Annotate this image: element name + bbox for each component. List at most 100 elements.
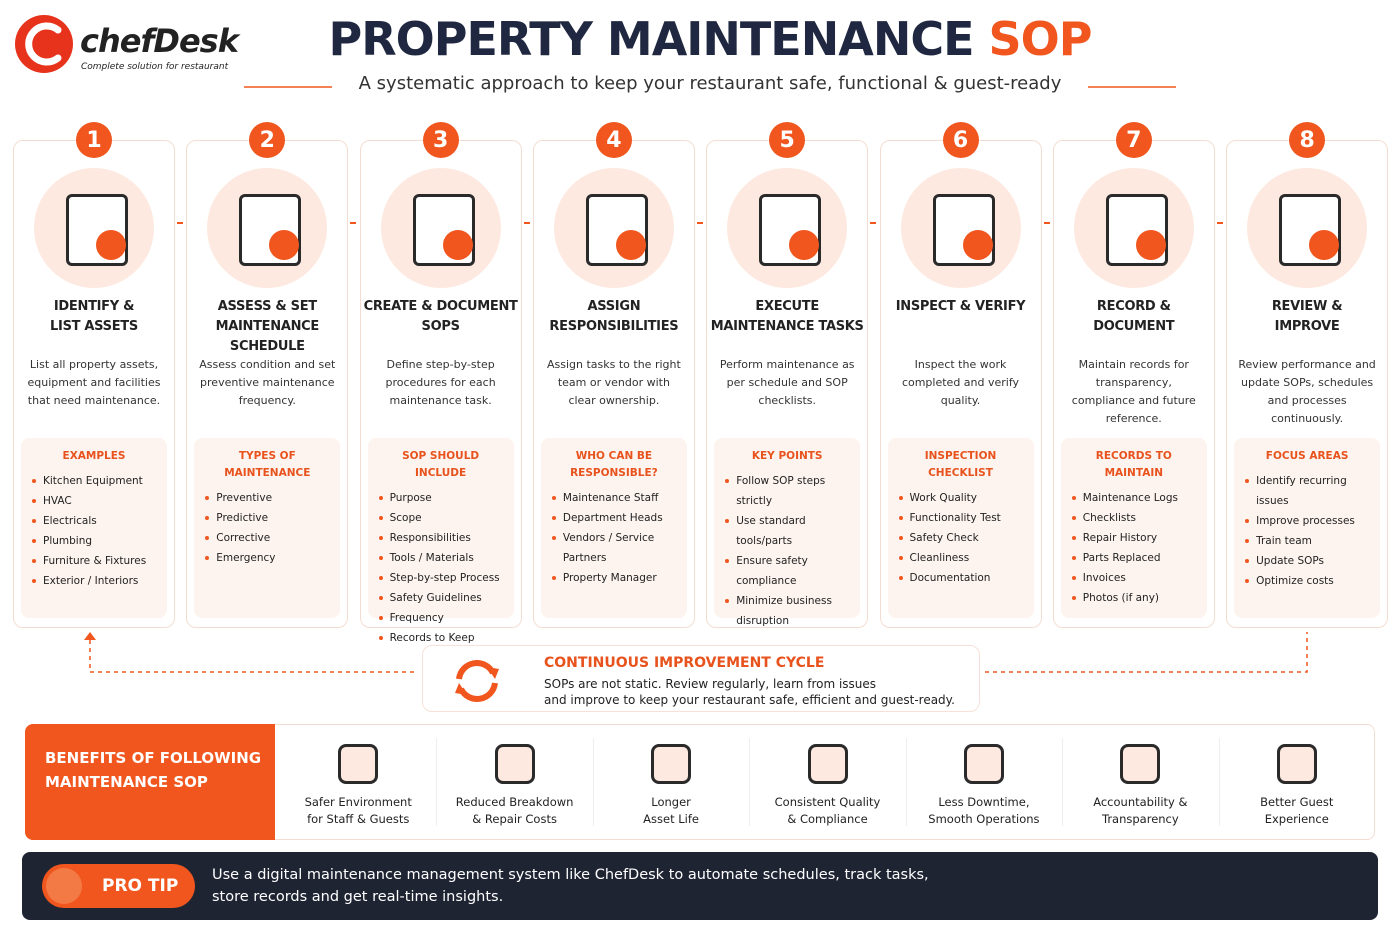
benefit-icon: [1276, 744, 1317, 784]
icon-accent: [1135, 230, 1166, 260]
box-item: Purpose: [378, 488, 504, 508]
step-title-line: IMPROVE: [1274, 319, 1340, 334]
box-item: Parts Replaced: [1071, 548, 1197, 568]
box-item: Checklists: [1071, 508, 1197, 528]
step-number: 5: [769, 122, 806, 158]
step-icon: [900, 168, 1021, 288]
step-title-line: MAINTENANCE SCHEDULE: [215, 319, 320, 354]
box-item: Furniture & Fixtures: [31, 551, 157, 571]
brand: chefDesk: [80, 22, 239, 60]
box-item: Work Quality: [898, 488, 1024, 508]
tagline: Complete solution for restaurant: [81, 62, 229, 72]
icon-accent: [615, 230, 646, 260]
box-title: RECORDS TO MAINTAIN: [1095, 450, 1172, 479]
benefit-divider: [1218, 738, 1220, 826]
step-box: KEY POINTS Follow SOP steps strictly Use s…: [714, 438, 861, 627]
step-number: 6: [942, 122, 979, 158]
step-title-line: INSPECT & VERIFY: [895, 299, 1026, 314]
benefits-head: BENEFITS OF FOLLOWING MAINTENANCE SOP: [25, 724, 275, 840]
step-number: 8: [1289, 122, 1326, 158]
step-number: 7: [1115, 122, 1152, 158]
title-main: PROPERTY MAINTENANCE: [328, 12, 975, 66]
box-title: SOP SHOULD INCLUDE: [402, 450, 480, 479]
benefit-line: Consistent Quality: [774, 795, 881, 809]
step-title-line: RECORD &: [1096, 299, 1171, 314]
box-item: Frequency: [378, 608, 504, 628]
benefit-line: Transparency: [1101, 812, 1179, 826]
step-description: Assess condition and set preventive main…: [199, 358, 336, 407]
benefit-line: Asset Life: [643, 812, 699, 826]
box-item: Train team: [1244, 531, 1370, 551]
step-box: TYPES OF MAINTENANCE Preventive Predictive…: [194, 438, 341, 618]
step-title-line: MAINTENANCE TASKS: [710, 319, 864, 334]
box-title: TYPES OF MAINTENANCE: [224, 450, 311, 479]
box-item: Predictive: [204, 508, 330, 528]
box-title: WHO CAN BE RESPONSIBLE?: [570, 450, 658, 479]
box-item: Optimize costs: [1244, 571, 1370, 591]
cycle-box: CONTINUOUS IMPROVEMENT CYCLE SOPs are no…: [422, 645, 980, 712]
step-title-line: CREATE & DOCUMENT: [363, 299, 518, 314]
cycle-line: SOPs are not static. Review regularly, l…: [544, 677, 877, 691]
benefit-divider: [1062, 738, 1064, 826]
step-title-line: IDENTIFY &: [53, 299, 135, 314]
step-description: Perform maintenance as per schedule and …: [719, 358, 855, 407]
benefit-line: Less Downtime,: [938, 795, 1030, 809]
step-number: 4: [595, 122, 632, 158]
cycle-line: and improve to keep your restaurant safe…: [544, 693, 955, 707]
benefits-title-line: BENEFITS OF FOLLOWING: [45, 749, 262, 767]
cycle-icon: [455, 660, 499, 702]
step-title-line: ASSIGN: [587, 299, 641, 314]
box-title: FOCUS AREAS: [1265, 450, 1349, 462]
benefit-text: Longer Asset Life: [593, 794, 749, 828]
box-item: Maintenance Logs: [1071, 488, 1197, 508]
benefit-icon: [494, 744, 535, 784]
step-number: 2: [249, 122, 286, 158]
box-item: Repair History: [1071, 528, 1197, 548]
box-item: Cleanliness: [898, 548, 1024, 568]
box-item: Scope: [378, 508, 504, 528]
pro-tip-pill: PRO TIP: [42, 864, 195, 908]
benefit-icon: [963, 744, 1004, 784]
box-item: Update SOPs: [1244, 551, 1370, 571]
box-item: Maintenance Staff: [551, 488, 677, 508]
benefits-list: Safer Environment for Staff & Guests Reduc…: [280, 724, 1375, 840]
box-item: Department Heads: [551, 508, 677, 528]
benefit-divider: [905, 738, 907, 826]
step-box: FOCUS AREAS Identify recurring issues Impr…: [1234, 438, 1381, 618]
box-title: KEY POINTS: [751, 450, 823, 462]
icon-accent: [1309, 230, 1340, 260]
step-number: 1: [76, 122, 112, 158]
step-icon: [34, 168, 154, 288]
box-title: INSPECTION CHECKLIST: [924, 450, 997, 479]
step-title: IDENTIFY & LIST ASSETS: [13, 297, 175, 337]
box-item: Identify recurring issues: [1244, 471, 1370, 511]
step-description: Maintain records for transparency, compl…: [1071, 358, 1196, 425]
pro-tip-line: Use a digital maintenance management sys…: [212, 867, 929, 883]
step-description: Assign tasks to the right team or vendor…: [546, 358, 681, 407]
step-icon: [207, 168, 328, 288]
icon-accent: [962, 230, 993, 260]
icon-accent: [789, 230, 820, 260]
benefit-text: Safer Environment for Staff & Guests: [280, 794, 436, 828]
step-title-line: ASSESS & SET: [217, 299, 317, 314]
title: PROPERTY MAINTENANCE SOP: [0, 12, 1400, 66]
step-title-line: LIST ASSETS: [50, 319, 138, 334]
step-title: ASSIGN RESPONSIBILITIES: [533, 297, 695, 337]
box-item: Ensure safety compliance: [724, 551, 850, 591]
benefit-line: Longer: [651, 795, 691, 809]
benefit-line: Accountability &: [1093, 795, 1188, 809]
step-box: RECORDS TO MAINTAIN Maintenance Logs Check…: [1060, 438, 1207, 618]
pro-tip-label: PRO TIP: [102, 876, 179, 896]
step-icon: [1247, 168, 1368, 288]
benefit-line: & Repair Costs: [472, 812, 557, 826]
step-title-line: EXECUTE: [755, 299, 819, 314]
box-item: Safety Guidelines: [378, 588, 504, 608]
benefit-text: Less Downtime, Smooth Operations: [906, 794, 1062, 828]
step-icon: [380, 168, 501, 288]
subtitle: A systematic approach to keep your resta…: [358, 73, 1062, 94]
pro-tip-bar: PRO TIP Use a digital maintenance manage…: [22, 852, 1378, 920]
box-item: HVAC: [31, 491, 157, 511]
box-item: Records to Keep: [378, 628, 504, 648]
box-item: Plumbing: [31, 531, 157, 551]
